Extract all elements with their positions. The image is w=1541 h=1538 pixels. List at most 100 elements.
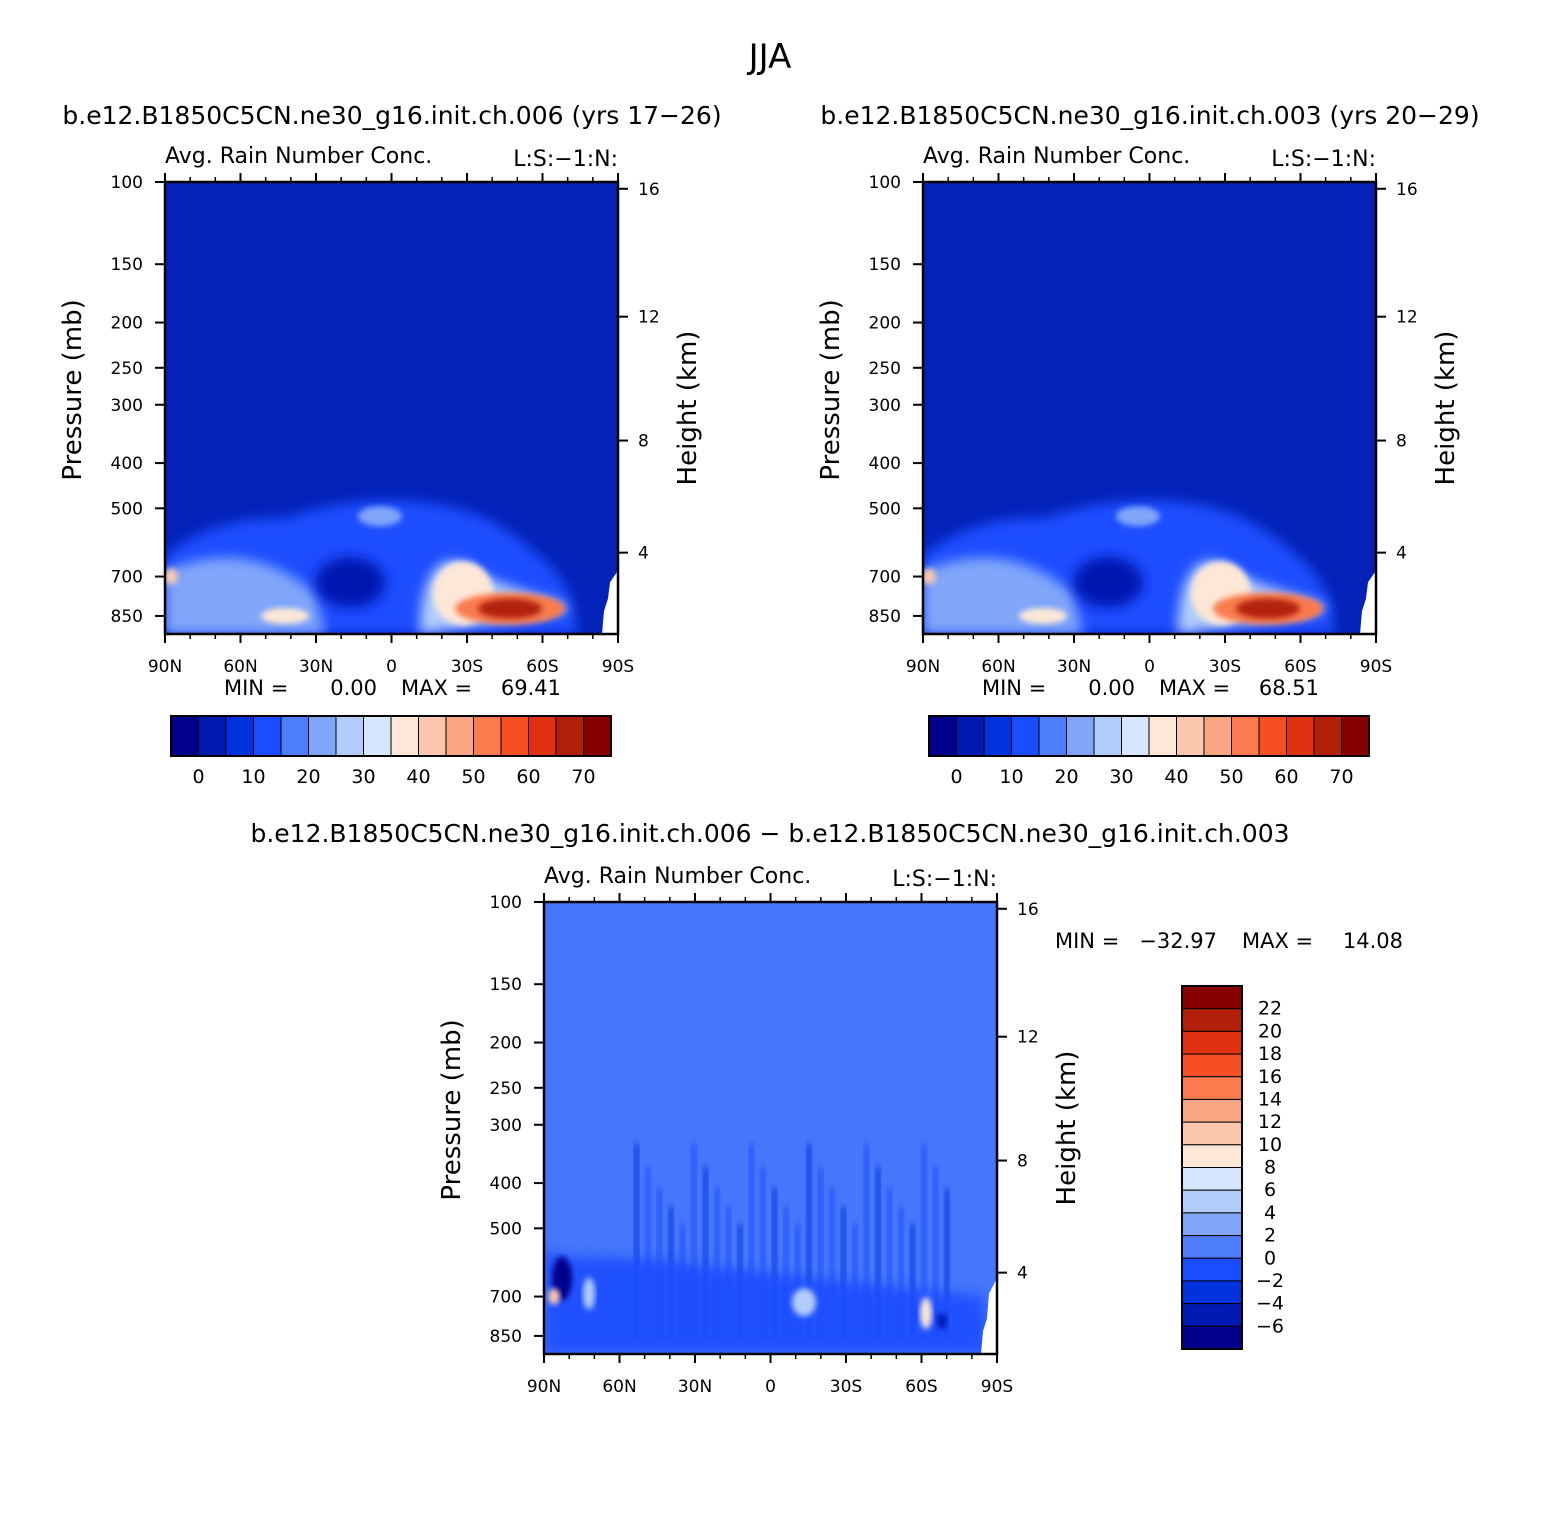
diff-streak <box>772 1188 777 1339</box>
colorbar-label: 10 <box>999 766 1023 788</box>
stat-min-label: MIN = <box>1055 929 1119 953</box>
colorbar-label: 20 <box>1054 766 1078 788</box>
colorbar-label: 60 <box>1274 766 1298 788</box>
colorbar-box <box>1181 1325 1243 1350</box>
colorbar-box <box>363 715 392 757</box>
panel-corner-label: L:S:−1:N: <box>513 147 618 172</box>
diff-streak <box>645 1167 651 1339</box>
colorbar-box <box>528 715 557 757</box>
colorbar-box <box>1181 1189 1243 1214</box>
colorbar-box <box>1181 1257 1243 1282</box>
y2-tick-label: 4 <box>1396 544 1407 564</box>
colorbar-box <box>983 715 1012 757</box>
colorbar-label: −4 <box>1256 1293 1284 1315</box>
diff-streak <box>944 1188 950 1339</box>
diff-streak <box>829 1188 835 1339</box>
panel-title: b.e12.B1850C5CN.ne30_g16.init.ch.006 (yr… <box>62 101 721 130</box>
contour-cell-north-850 <box>261 607 309 624</box>
panel-subtitle: Avg. Rain Number Conc. <box>923 144 1190 169</box>
y-tick-label: 300 <box>111 396 143 416</box>
contour-cell-south-max <box>1236 598 1300 619</box>
colorbar-box <box>1181 1098 1243 1123</box>
stat-max-value: 69.41 <box>501 676 561 700</box>
diff-cell-max <box>548 1288 560 1305</box>
colorbar-label: 10 <box>1258 1134 1282 1156</box>
colorbar-box <box>1231 715 1260 757</box>
x-tick-label: 90N <box>906 657 940 677</box>
chart-panel-3: Avg. Rain Number Conc. L:S:−1:N: 90N 60N 30N… <box>437 864 1403 1397</box>
colorbar-label: 30 <box>1109 766 1133 788</box>
diff-streak <box>760 1167 766 1339</box>
y-tick-label: 400 <box>869 454 901 474</box>
stat-max-value: 68.51 <box>1259 676 1319 700</box>
x-tick-label: 0 <box>386 657 397 677</box>
x-tick-label: 60N <box>223 657 257 677</box>
stat-min-value: −32.97 <box>1139 929 1217 953</box>
colorbar-box <box>1203 715 1232 757</box>
y-tick-label: 400 <box>111 454 143 474</box>
colorbar-box <box>1181 1053 1243 1078</box>
x-tick-label: 90S <box>981 1377 1013 1397</box>
colorbar-label: 2 <box>1264 1225 1276 1247</box>
diff-cell-north <box>583 1277 595 1310</box>
y2-tick-label: 16 <box>1396 180 1418 200</box>
y-tick-label: 850 <box>490 1327 522 1347</box>
colorbar-box <box>500 715 529 757</box>
colorbar-box <box>1313 715 1342 757</box>
diff-streak <box>898 1206 904 1339</box>
y-tick-label: 200 <box>111 314 143 334</box>
contour-field <box>165 182 618 634</box>
y2-tick-label: 16 <box>638 180 660 200</box>
panel-subtitle: Avg. Rain Number Conc. <box>165 144 432 169</box>
colorbar-label: 22 <box>1258 998 1282 1020</box>
colorbar-label: 20 <box>296 766 320 788</box>
x-tick-label: 30N <box>678 1377 712 1397</box>
diff-streak <box>749 1144 754 1339</box>
y-tick-label: 850 <box>111 607 143 627</box>
y-axis-label: Pressure (mb) <box>58 299 88 480</box>
stat-min-label: MIN = <box>982 676 1046 700</box>
diff-streak <box>841 1206 846 1339</box>
colorbar-box <box>1181 1008 1243 1032</box>
y-tick-label: 700 <box>111 568 143 588</box>
colorbar-box <box>1258 715 1287 757</box>
colorbar-box <box>1066 715 1095 757</box>
stat-min-value: 0.00 <box>330 676 377 700</box>
colorbar-box <box>1148 715 1177 757</box>
y-tick-label: 500 <box>490 1219 522 1239</box>
y-tick-label: 700 <box>869 568 901 588</box>
colorbar-box <box>928 715 957 757</box>
colorbar-label: 12 <box>1258 1111 1282 1133</box>
colorbar-box <box>1121 715 1150 757</box>
colorbar-box <box>1038 715 1067 757</box>
y-tick-label: 500 <box>111 499 143 519</box>
colorbar-box <box>473 715 502 757</box>
diff-streak <box>933 1167 938 1339</box>
colorbar-label: 20 <box>1258 1020 1282 1042</box>
x-tick-label: 30N <box>299 657 333 677</box>
y2-axis-label: Height (km) <box>1052 1051 1082 1206</box>
x-tick-label: 90N <box>148 657 182 677</box>
colorbar-label: 70 <box>1329 766 1353 788</box>
y-tick-label: 150 <box>869 255 901 275</box>
panel-corner-label: L:S:−1:N: <box>1271 147 1376 172</box>
colorbar-label: 14 <box>1258 1088 1282 1110</box>
y-axis-label: Pressure (mb) <box>437 1019 467 1200</box>
colorbar-box <box>225 715 254 757</box>
y-tick-label: 250 <box>490 1079 522 1099</box>
colorbar-box <box>1011 715 1040 757</box>
colorbar-label: 0 <box>1264 1247 1276 1269</box>
colorbar-box <box>308 715 337 757</box>
diff-cell-south-min <box>937 1313 947 1330</box>
y-tick-label: 150 <box>111 255 143 275</box>
x-tick-label: 90S <box>1360 657 1392 677</box>
topography-mask <box>981 1278 997 1354</box>
y-tick-label: 200 <box>490 1034 522 1054</box>
colorbar-box <box>198 715 227 757</box>
y2-axis-label: Height (km) <box>673 331 703 486</box>
y-tick-label: 500 <box>869 499 901 519</box>
diff-streak <box>703 1167 708 1339</box>
contour-cell-north-850 <box>1019 607 1067 624</box>
diff-streak <box>634 1144 639 1339</box>
